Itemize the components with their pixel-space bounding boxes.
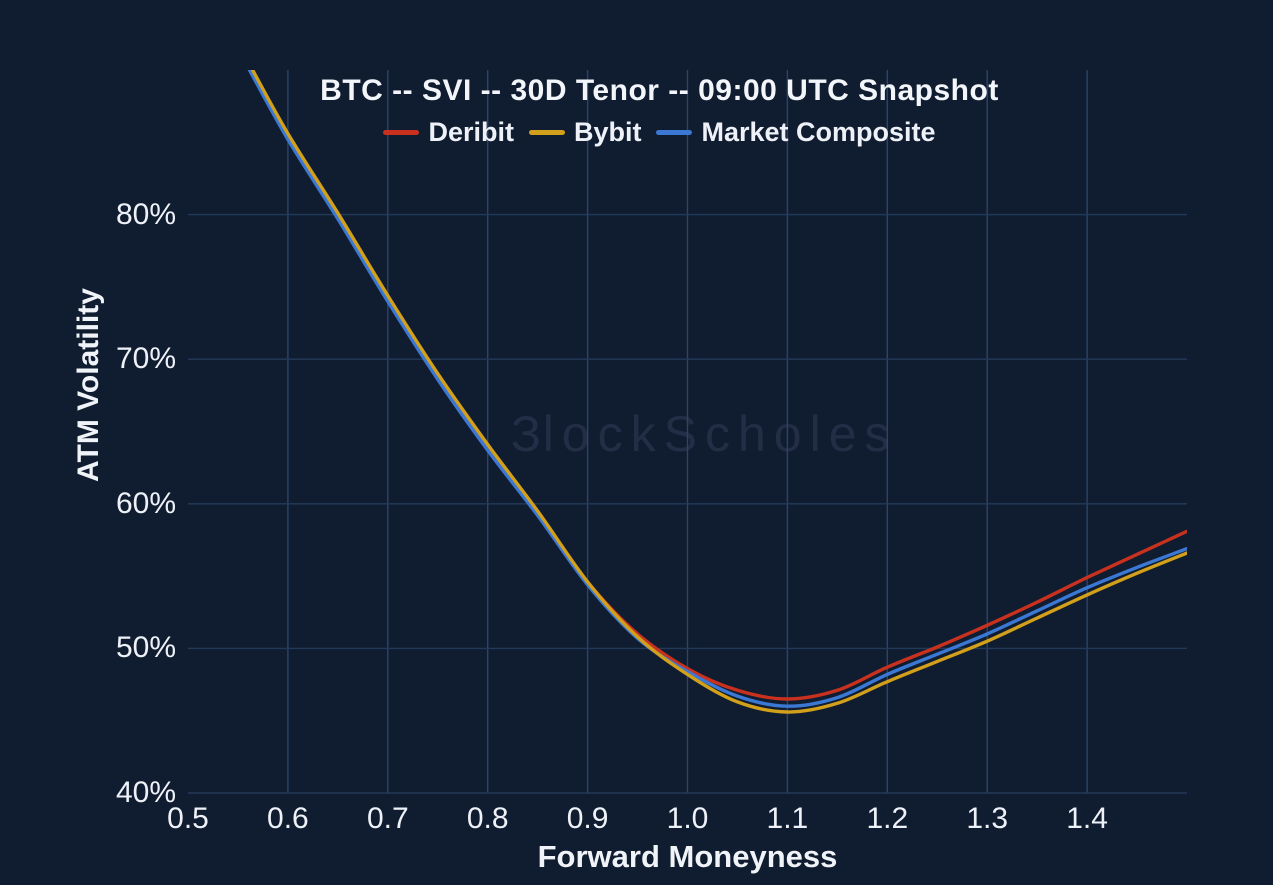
x-tick-label: 1.0 xyxy=(666,802,709,835)
legend-label: Market Composite xyxy=(701,117,936,147)
x-tick-label: 1.3 xyxy=(966,802,1009,835)
x-tick-label: 0.8 xyxy=(466,802,509,835)
legend-swatch-bybit xyxy=(528,129,565,135)
watermark-text: lockScholes xyxy=(542,406,898,462)
legend-item-deribit: Deribit xyxy=(383,116,514,148)
y-tick-label: 50% xyxy=(115,631,176,665)
legend-item-bybit: Bybit xyxy=(528,116,642,148)
watermark: ƐlockScholes xyxy=(503,406,898,462)
x-axis-label: Forward Moneyness xyxy=(537,839,838,874)
legend: Deribit Bybit Market Composite xyxy=(160,116,1159,148)
y-tick-label: 80% xyxy=(115,197,176,231)
x-tick-label: 0.5 xyxy=(167,802,209,835)
x-tick-label: 0.9 xyxy=(566,802,609,835)
x-tick-label: 1.4 xyxy=(1066,802,1108,835)
legend-item-market-composite: Market Composite xyxy=(656,116,936,148)
y-tick-label: 70% xyxy=(115,342,176,376)
series-line-deribit xyxy=(249,70,1187,701)
legend-label: Deribit xyxy=(428,117,514,147)
chart-title: BTC -- SVI -- 30D Tenor -- 09:00 UTC Sna… xyxy=(320,74,999,107)
y-tick-label: 40% xyxy=(115,776,176,809)
y-tick-label: 60% xyxy=(115,486,176,520)
series-line-bybit xyxy=(250,70,1187,714)
y-axis-label: ATM Volatility xyxy=(72,288,105,482)
series-line-market-composite xyxy=(247,70,1187,708)
x-tick-label: 0.7 xyxy=(366,802,409,835)
legend-swatch-deribit xyxy=(383,129,420,135)
x-tick-label: 1.1 xyxy=(766,802,809,835)
x-tick-label: 0.6 xyxy=(267,802,309,835)
legend-swatch-market-composite xyxy=(656,129,693,135)
legend-label: Bybit xyxy=(573,117,642,147)
x-tick-label: 1.2 xyxy=(866,802,909,835)
